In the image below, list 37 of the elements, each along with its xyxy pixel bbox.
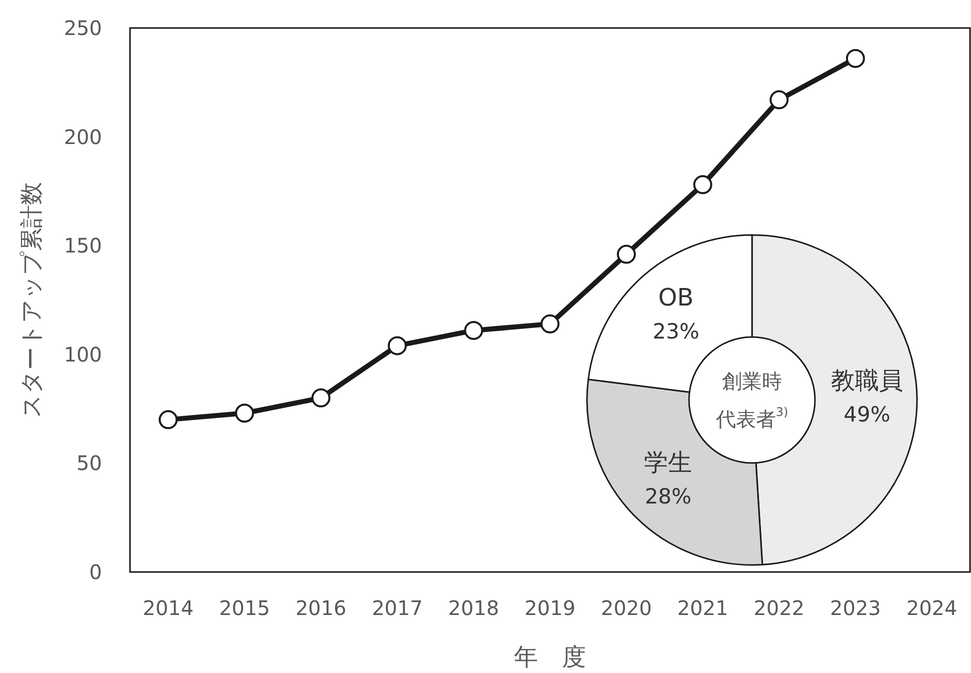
data-label: 49%: [844, 402, 890, 426]
annotation: 創業時: [722, 369, 782, 393]
point: [464, 320, 484, 340]
slice-label: OB: [658, 284, 694, 312]
annotation: 代表者$^{3)}$: [714, 405, 788, 431]
point: [540, 314, 560, 334]
point: [388, 336, 407, 356]
y-axis-title: スタートアップ累計数: [19, 182, 45, 418]
x-tick-label: 2016: [295, 596, 346, 620]
data-label: 28%: [644, 484, 692, 509]
x-tick-label: 2017: [372, 596, 423, 620]
point: [846, 48, 865, 68]
y-tick-label: 100: [64, 342, 102, 366]
x-tick-label: 2023: [830, 596, 881, 620]
x-axis-title: 年 度: [514, 643, 586, 671]
x-tick-label: 2018: [448, 596, 500, 620]
x-tick-label: 2021: [677, 596, 728, 620]
y-tick-label: 0: [89, 560, 102, 584]
point: [158, 410, 178, 430]
x-tick-label: 2024: [906, 596, 958, 620]
y-tick-label: 250: [64, 16, 102, 40]
x-tick-label: 2014: [142, 596, 194, 620]
point: [235, 404, 254, 423]
y-tick-label: 150: [64, 234, 102, 258]
y-tick-label: 200: [64, 124, 102, 149]
slice-label: 教職員: [830, 366, 903, 394]
slice-label: 学生: [644, 448, 692, 477]
x-tick-label: 2022: [754, 596, 805, 620]
x-tick-label: 2020: [600, 596, 652, 620]
x-tick-label: 2015: [219, 596, 270, 620]
y-tick-label: 50: [76, 451, 102, 476]
point: [311, 388, 330, 408]
point: [770, 90, 789, 110]
x-tick-label: 2019: [524, 596, 576, 620]
point: [616, 244, 636, 264]
point: [693, 175, 712, 194]
data-label: 23%: [652, 320, 700, 344]
